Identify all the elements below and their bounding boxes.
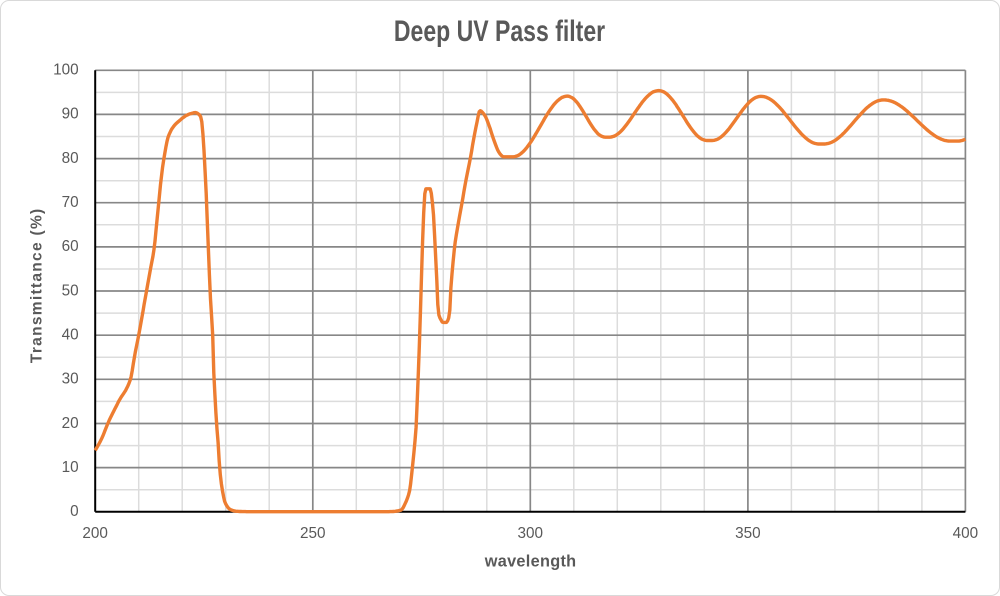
svg-text:80: 80 — [62, 150, 79, 167]
svg-text:250: 250 — [300, 525, 326, 542]
svg-text:0: 0 — [70, 503, 79, 520]
svg-text:200: 200 — [82, 525, 108, 542]
svg-text:400: 400 — [953, 525, 979, 542]
svg-text:40: 40 — [62, 327, 79, 344]
svg-text:10: 10 — [62, 459, 79, 476]
svg-text:100: 100 — [53, 62, 79, 79]
svg-text:60: 60 — [62, 238, 79, 255]
svg-text:20: 20 — [62, 415, 79, 432]
svg-text:30: 30 — [62, 371, 79, 388]
svg-text:350: 350 — [735, 525, 761, 542]
svg-text:50: 50 — [62, 282, 79, 299]
svg-text:wavelength: wavelength — [484, 552, 577, 570]
svg-text:70: 70 — [62, 194, 79, 211]
svg-text:90: 90 — [62, 106, 79, 123]
svg-text:300: 300 — [518, 525, 544, 542]
svg-text:Transmittance (%): Transmittance (%) — [29, 207, 46, 363]
svg-text:Deep UV Pass filter: Deep UV Pass filter — [394, 14, 605, 48]
